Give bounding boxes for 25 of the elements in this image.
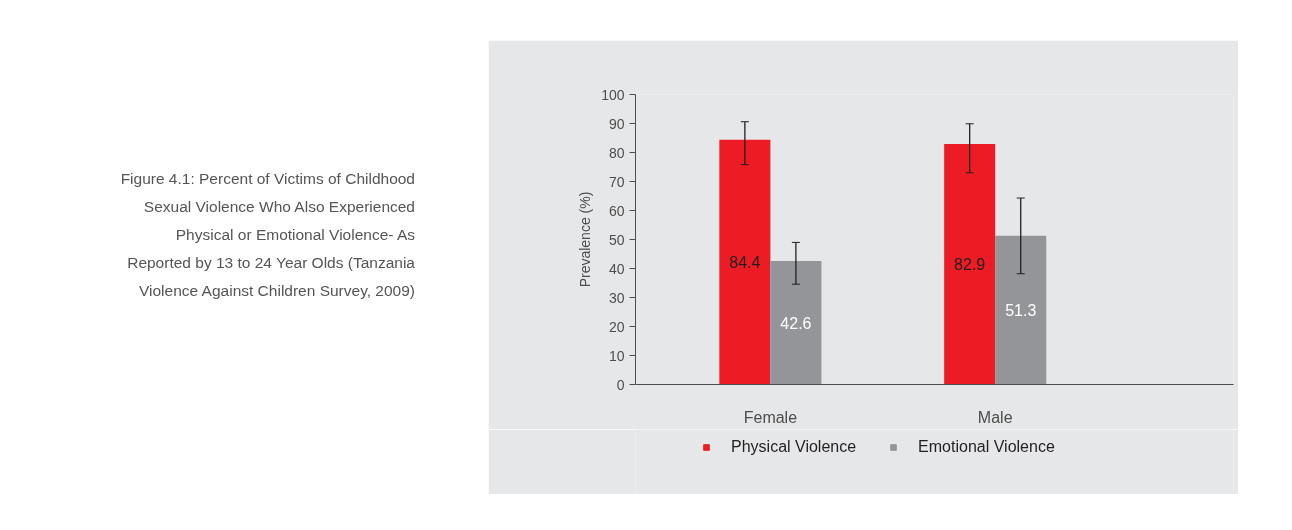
x-tick-label: Male (977, 408, 1013, 426)
legend-label: Physical Violence (731, 438, 857, 456)
y-tick-label: 60 (608, 202, 625, 219)
y-tick-label: 20 (608, 318, 625, 335)
data-label: 42.6 (780, 314, 812, 332)
y-tick-label: 90 (608, 115, 625, 132)
y-tick-label: 80 (608, 144, 625, 161)
x-tick-label: Female (743, 408, 798, 426)
bar (770, 260, 822, 385)
y-tick-label: 50 (608, 231, 625, 248)
y-tick-label: 100 (601, 86, 625, 103)
bar (719, 139, 771, 385)
y-tick-label: 30 (608, 289, 625, 306)
bar (944, 144, 996, 385)
legend-label: Emotional Violence (918, 438, 1055, 456)
y-tick-label: 0 (616, 376, 625, 393)
data-label: 51.3 (1005, 302, 1037, 320)
y-tick-label: 10 (608, 347, 625, 364)
y-tick-label: 70 (608, 173, 625, 190)
data-label: 82.9 (954, 256, 986, 274)
y-axis-title: Prevalence (%) (577, 191, 594, 288)
y-tick-label: 40 (608, 260, 625, 277)
text: Figure 4.1: Percent of Victims of Childhood Sexual Violence Who Also Experienced Physical or Emotional Violence- As Reported by 13 to 24 Year Olds (Tanzania Violence Against Children Survey, 2009) (119, 169, 415, 301)
bar (995, 235, 1047, 385)
data-label: 84.4 (729, 254, 761, 272)
